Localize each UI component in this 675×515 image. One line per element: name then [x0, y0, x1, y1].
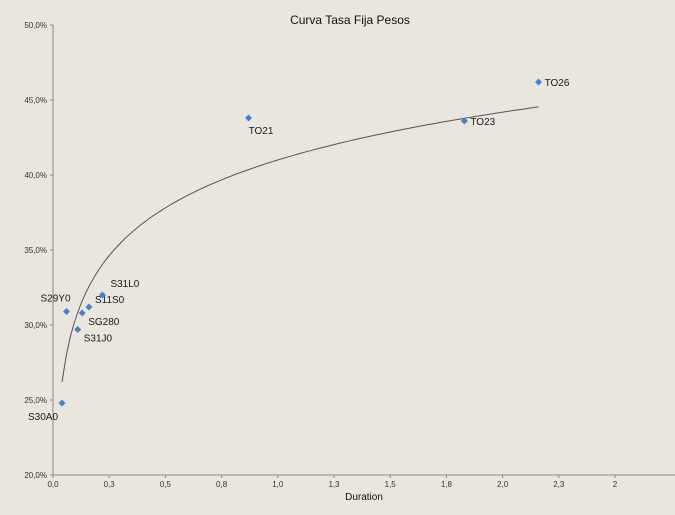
data-point: [460, 117, 468, 125]
x-axis-title: Duration: [345, 492, 383, 503]
y-tick-label: 40,0%: [24, 171, 47, 180]
data-points: S30A0 S29Y0 S31J0 SG280 S11S0 S31L0 TO21 TO23 TO…: [28, 78, 570, 423]
data-point: [98, 291, 106, 299]
data-label: S31L0: [110, 279, 139, 290]
x-tick-label: 2,0: [497, 480, 509, 489]
y-tick-label: 35,0%: [24, 246, 47, 255]
data-point: [62, 308, 70, 315]
y-tick-label: 20,0%: [24, 471, 47, 480]
trendline: [61, 106, 539, 383]
data-point: [78, 309, 86, 317]
data-label: TO23: [470, 117, 495, 128]
x-tick-label: 0,5: [160, 480, 172, 489]
data-label: S11S0: [95, 295, 125, 306]
x-tick-label: 1,8: [441, 480, 453, 489]
data-point: [535, 78, 543, 86]
x-tick-label: 0,0: [47, 480, 59, 489]
chart-title: Curva Tasa Fija Pesos: [290, 13, 410, 27]
x-tick-label: 0,8: [216, 480, 228, 489]
data-label: TO26: [545, 78, 570, 89]
y-tick-label: 30,0%: [24, 321, 47, 330]
x-tick-label: 1,0: [272, 480, 284, 489]
x-tick-label: 2: [613, 480, 618, 489]
data-label: SG280: [88, 317, 120, 328]
x-axis-ticks: 0,0 0,3 0,5 0,8 1,0 1,3 1,5 1,8 2,0 2,3 2: [47, 475, 618, 489]
data-label: S30A0: [28, 412, 58, 423]
x-tick-label: 0,3: [104, 480, 116, 489]
data-point: [245, 114, 253, 122]
y-axis-ticks: 20,0% 25,0% 30,0% 35,0% 40,0% 45,0% 50,0%: [24, 21, 53, 480]
x-tick-label: 1,5: [385, 480, 397, 489]
x-tick-label: 1,3: [328, 480, 340, 489]
data-point: [58, 399, 66, 407]
data-label: S29Y0: [40, 294, 70, 305]
y-tick-label: 50,0%: [24, 21, 47, 30]
y-tick-label: 45,0%: [24, 96, 47, 105]
y-tick-label: 25,0%: [24, 396, 47, 405]
x-tick-label: 2,3: [553, 480, 565, 489]
data-label: TO21: [249, 126, 274, 137]
data-point: [85, 303, 93, 311]
data-point: [74, 326, 82, 333]
data-label: S31J0: [84, 334, 113, 345]
